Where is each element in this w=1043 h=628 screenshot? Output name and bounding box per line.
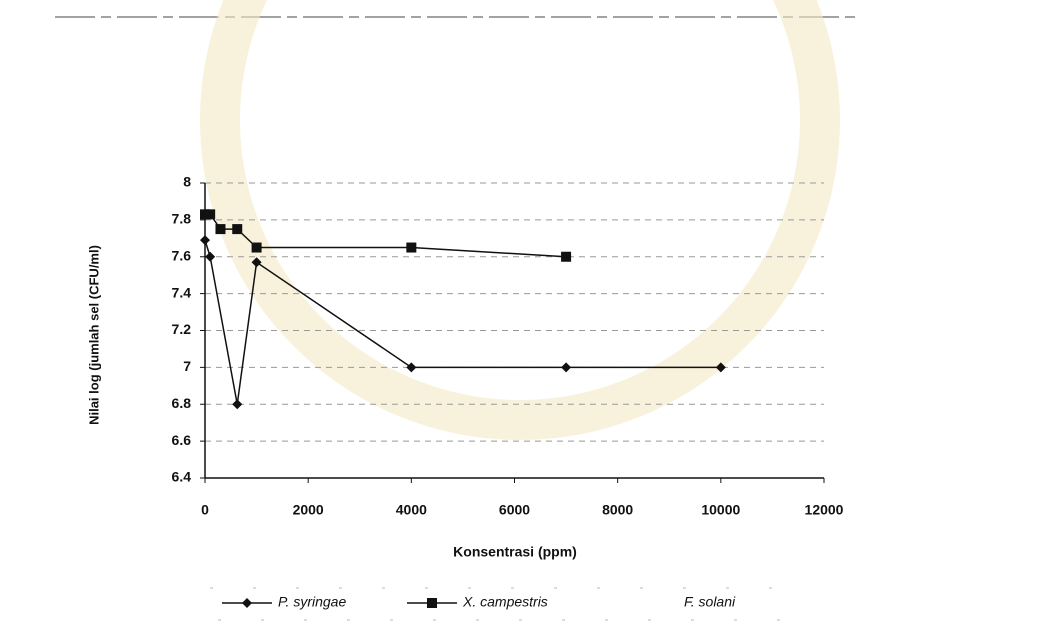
legend-marker [242, 598, 252, 608]
y-tick-label: 7.4 [172, 284, 192, 300]
y-tick-label: 7.2 [172, 321, 192, 337]
data-point [561, 362, 571, 372]
data-point [232, 399, 242, 409]
data-point [406, 243, 416, 253]
x-tick-label: 6000 [499, 502, 530, 518]
y-tick-label: 6.8 [172, 395, 192, 411]
data-point [200, 235, 210, 245]
x-tick-label: 0 [201, 502, 209, 518]
y-tick-label: 7.6 [172, 247, 192, 263]
y-tick-label: 6.4 [172, 469, 192, 485]
data-point [561, 252, 571, 262]
legend-label: F. solani [684, 594, 736, 610]
y-axis-label: Nilai log (jumlah sel (CFU/ml) [86, 245, 101, 425]
legend-label: P. syringae [278, 594, 346, 610]
watermark [220, 0, 820, 420]
y-tick-label: 7 [183, 358, 191, 374]
x-tick-label: 10000 [701, 502, 740, 518]
y-tick-label: 7.8 [172, 211, 192, 227]
y-tick-label: 8 [183, 174, 191, 190]
y-tick-label: 6.6 [172, 432, 192, 448]
data-point [205, 209, 215, 219]
x-tick-label: 12000 [805, 502, 844, 518]
x-axis-label: Konsentrasi (ppm) [453, 544, 577, 560]
data-point [406, 362, 416, 372]
legend-marker [427, 598, 437, 608]
data-point [215, 224, 225, 234]
x-tick-label: 8000 [602, 502, 633, 518]
chart: Konsentrasi (ppm) Nilai log (jumlah sel … [0, 0, 1043, 628]
data-point [252, 243, 262, 253]
data-point [232, 224, 242, 234]
x-tick-label: 4000 [396, 502, 427, 518]
x-tick-label: 2000 [293, 502, 324, 518]
data-point [205, 252, 215, 262]
legend-label: X. campestris [462, 594, 548, 610]
